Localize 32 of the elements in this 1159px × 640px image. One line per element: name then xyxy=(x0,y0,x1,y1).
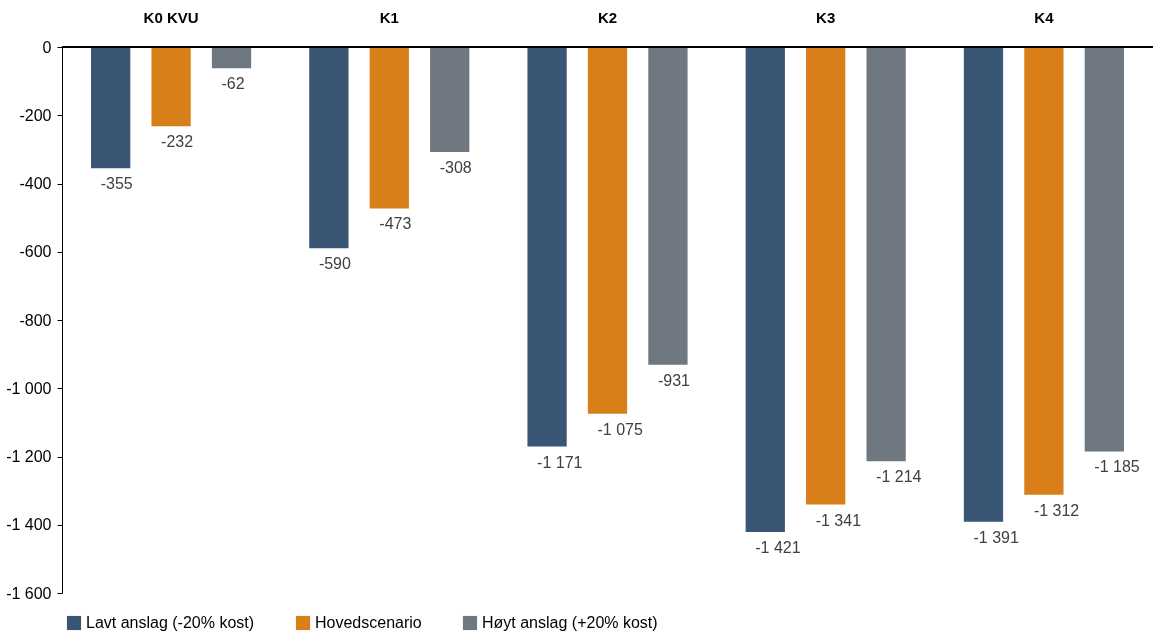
y-tick-label: -1 200 xyxy=(6,448,52,465)
data-label: -1 171 xyxy=(537,453,583,471)
data-label: -931 xyxy=(657,371,691,389)
data-label: -308 xyxy=(439,159,472,177)
legend-label: Lavt anslag (-20% kost) xyxy=(86,614,255,631)
x-tick-label: K0 KVU xyxy=(143,8,199,26)
y-tick-label: -200 xyxy=(19,106,52,124)
x-tick-label: K1 xyxy=(379,8,399,26)
y-tick-label: -1 000 xyxy=(6,379,52,397)
y-tick-label: -1 400 xyxy=(6,516,52,534)
data-label: -473 xyxy=(379,215,412,233)
y-tick-label: -600 xyxy=(19,243,52,261)
y-tick-label: 0 xyxy=(42,38,52,56)
data-label: -1 075 xyxy=(597,420,643,438)
legend-label: Høyt anslag (+20% kost) xyxy=(482,614,658,631)
data-label: -1 214 xyxy=(876,468,922,486)
data-label: -232 xyxy=(161,133,194,151)
legend-label: Hovedscenario xyxy=(315,614,422,631)
x-tick-label: K4 xyxy=(1034,8,1055,26)
data-label: -1 185 xyxy=(1094,458,1140,476)
y-tick-label: -1 600 xyxy=(6,584,52,602)
data-label: -355 xyxy=(100,175,133,193)
data-label: -62 xyxy=(221,75,245,93)
data-label: -590 xyxy=(318,255,351,273)
y-tick-label: -400 xyxy=(19,175,52,192)
x-tick-label: K3 xyxy=(816,8,836,26)
y-tick-label: -800 xyxy=(19,311,52,329)
x-tick-label: K2 xyxy=(597,8,618,26)
data-label: -1 421 xyxy=(755,538,801,556)
data-label: -1 391 xyxy=(973,528,1019,546)
data-label: -1 341 xyxy=(815,511,862,529)
data-label: -1 312 xyxy=(1033,501,1080,519)
